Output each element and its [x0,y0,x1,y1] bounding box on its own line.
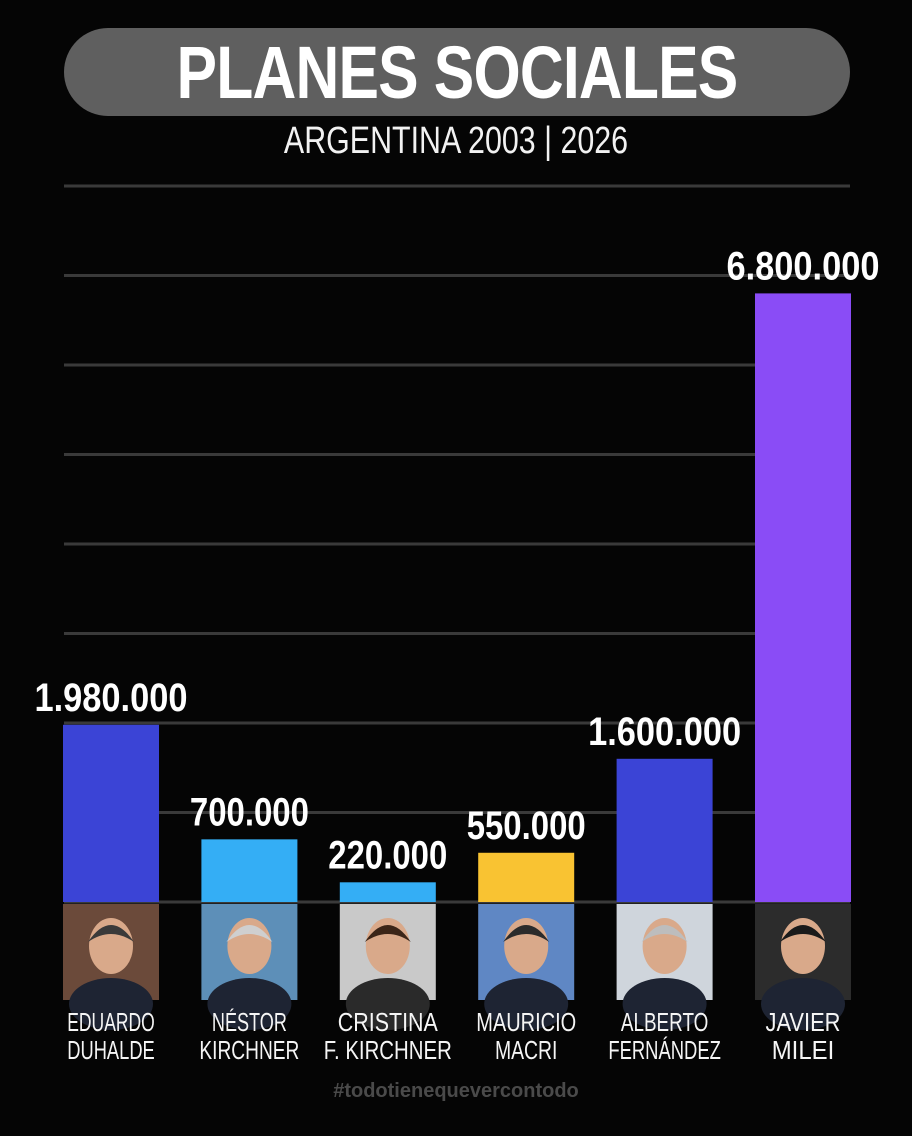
bar [755,293,851,902]
category-label: NÉSTOR [212,1007,287,1037]
category-label: CRISTINA [338,1007,439,1037]
bar [63,724,159,902]
portrait-photo [339,904,436,1030]
category-label: MAURICIO [476,1007,576,1037]
bar-value-label: 6.800.000 [727,244,880,288]
bar [339,882,436,902]
bar [478,852,575,902]
hashtag-watermark: #todotienequevercontodo [333,1080,579,1102]
bar-value-label: 220.000 [328,833,447,877]
portrait-photo [478,904,575,1030]
category-label: JAVIER [766,1007,841,1037]
portrait-photo [755,904,851,1030]
title-banner: PLANES SOCIALES [64,28,850,116]
bar-value-label: 1.600.000 [588,710,741,754]
chart-subtitle: ARGENTINA 2003 | 2026 [283,120,629,162]
portrait-photo [201,904,298,1030]
bar [616,758,713,902]
category-label: F. KIRCHNER [324,1035,452,1065]
portrait-photo [616,904,713,1030]
chart-title: PLANES SOCIALES [176,30,739,114]
category-label: DUHALDE [67,1035,155,1065]
bar-value-label: 550.000 [467,804,586,848]
bar [201,839,298,902]
category-label: KIRCHNER [199,1035,299,1065]
category-label: EDUARDO [67,1007,155,1037]
category-label: FERNÁNDEZ [608,1035,721,1065]
category-label: MILEI [772,1035,835,1065]
bar-value-label: 700.000 [190,790,309,834]
bar-value-label: 1.980.000 [35,676,188,720]
category-label: MACRI [495,1035,558,1065]
portrait-photo [63,904,159,1030]
category-label: ALBERTO [621,1007,709,1037]
